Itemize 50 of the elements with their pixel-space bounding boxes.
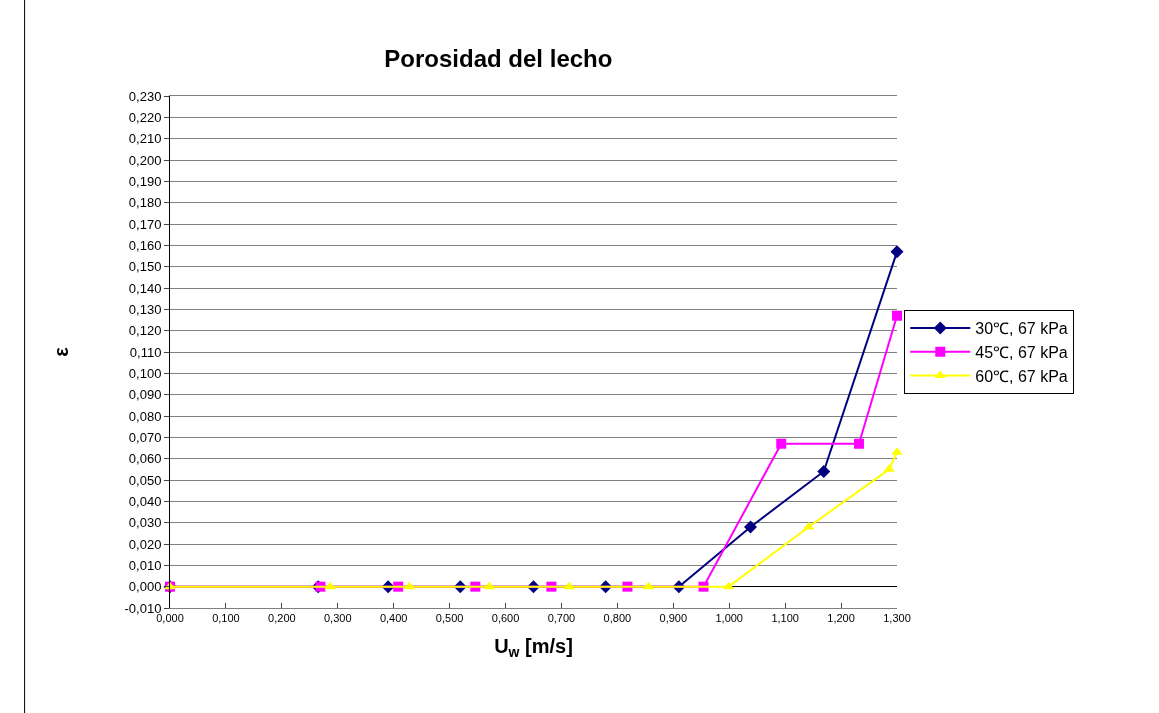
- y-tick-label: 0,230: [128, 88, 162, 104]
- x-tick-label: 0,400: [379, 612, 408, 625]
- point: [892, 310, 902, 321]
- x-tick-label: 0,500: [435, 612, 464, 625]
- x-tick-label: 0,300: [324, 612, 352, 625]
- y-tick-label: 0,220: [128, 109, 162, 125]
- x-tick-label: 0,700: [547, 612, 576, 625]
- legend-label: 60℃, 67 kPa: [975, 367, 1068, 385]
- x-tick-label: 0,200: [268, 612, 296, 625]
- y-tick-label: 0,200: [128, 152, 162, 168]
- y-tick-label: 0,020: [128, 536, 162, 552]
- y-tick-label: 0,130: [128, 301, 162, 317]
- y-tick-label: 0,030: [128, 515, 162, 531]
- y-tick-label: 0,040: [128, 493, 162, 509]
- y-tick-label: 0,070: [128, 429, 162, 445]
- legend-label: 30℃, 67 kPa: [975, 320, 1068, 338]
- x-tick-label: 0,900: [659, 612, 688, 625]
- chart-title: Porosidad del lecho: [384, 44, 613, 72]
- y-tick-label: 0,100: [128, 365, 162, 381]
- legend-label: 45℃, 67 kPa: [975, 343, 1068, 361]
- y-tick-label: 0,000: [128, 579, 162, 595]
- x-axis-title: U$_{w}$ [m/s]: [494, 634, 573, 660]
- x-tick-label: 0,100: [212, 612, 240, 625]
- x-tick-label: 0,600: [491, 612, 520, 625]
- x-tick-label: 0,800: [603, 612, 632, 625]
- y-tick-label: 0,080: [128, 408, 162, 424]
- y-tick-label: 0,120: [128, 323, 162, 339]
- x-tick-label: 1,200: [827, 612, 855, 625]
- y-tick-label: 0,160: [128, 237, 162, 253]
- point: [853, 438, 864, 449]
- x-tick-label: 1,300: [883, 612, 911, 625]
- y-tick-label: 0,110: [129, 344, 162, 360]
- point: [776, 438, 787, 449]
- x-tick-label: 1,100: [771, 612, 799, 625]
- y-axis-title: ε: [50, 346, 73, 357]
- point: [743, 520, 757, 534]
- x-tick-label: 1,000: [715, 612, 743, 625]
- y-tick-label: 0,050: [128, 472, 162, 488]
- y-tick-label: 0,140: [128, 280, 162, 296]
- y-tick-label: 0,180: [128, 195, 162, 211]
- y-tick-label: 0,010: [128, 557, 162, 573]
- y-tick-label: 0,150: [128, 259, 162, 275]
- y-tick-label: 0,170: [128, 216, 162, 232]
- y-tick-label: 0,090: [128, 387, 162, 403]
- y-tick-label: 0,060: [128, 451, 162, 467]
- point: [324, 581, 336, 590]
- y-tick-label: 0,210: [128, 131, 162, 147]
- point: [817, 464, 831, 478]
- y-tick-label: 0,190: [128, 173, 162, 189]
- point: [890, 245, 904, 259]
